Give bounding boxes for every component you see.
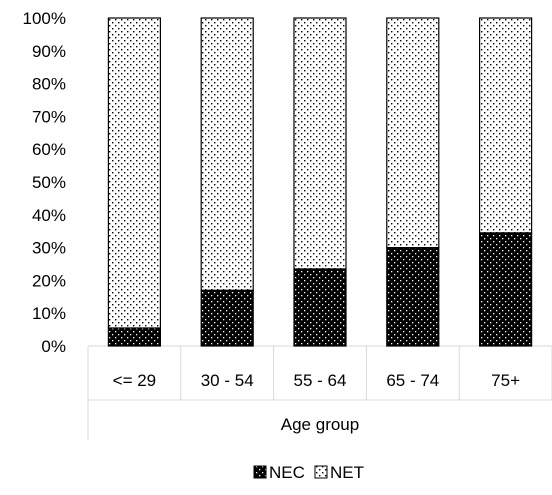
bar-nec-3	[386, 247, 440, 347]
legend-label-net: NET	[330, 463, 364, 482]
legend: NEC NET	[253, 463, 364, 482]
y-tick-label: 50%	[32, 173, 66, 192]
y-tick-label: 90%	[32, 42, 66, 61]
x-category-label: 65 - 74	[386, 371, 439, 390]
bar-nec-4	[479, 232, 533, 347]
y-tick-label: 80%	[32, 75, 66, 94]
bar-nec-0	[107, 327, 162, 347]
bar-net-0	[107, 17, 162, 329]
bars-layer	[107, 17, 533, 347]
bar-nec-2	[293, 268, 347, 347]
bar-net-1	[200, 17, 254, 291]
y-tick-label: 60%	[32, 140, 66, 159]
x-category-label: 75+	[491, 371, 520, 390]
y-tick-label: 30%	[32, 239, 66, 258]
x-axis-title: Age group	[281, 415, 359, 434]
x-category-label: <= 29	[113, 371, 157, 390]
y-tick-label: 100%	[23, 9, 66, 28]
bar-net-3	[386, 17, 440, 249]
y-tick-label: 0%	[41, 337, 66, 356]
legend-label-nec: NEC	[269, 463, 305, 482]
bar-net-2	[293, 17, 347, 270]
y-tick-label: 70%	[32, 107, 66, 126]
y-tick-label: 10%	[32, 304, 66, 323]
x-category-label: 30 - 54	[201, 371, 254, 390]
bar-net-4	[479, 17, 533, 234]
bar-nec-1	[200, 289, 254, 347]
y-tick-label: 40%	[32, 206, 66, 225]
labels-layer: 0% 10% 20% 30% 40% 50% 60% 70% 80% 90% 100% <= 29 30…	[23, 9, 521, 390]
x-category-label: 55 - 64	[294, 371, 347, 390]
legend-swatch-nec	[253, 465, 267, 479]
legend-swatch-net	[314, 465, 328, 479]
y-tick-label: 20%	[32, 271, 66, 290]
